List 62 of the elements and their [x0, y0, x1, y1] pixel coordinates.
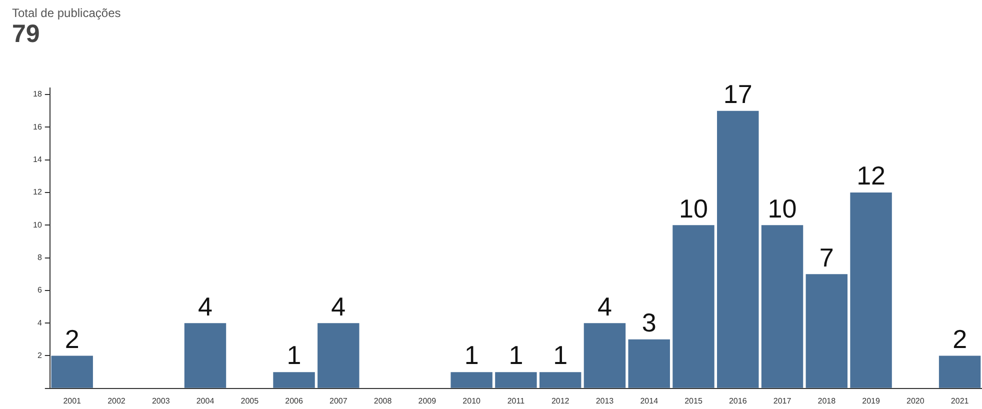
bar [273, 372, 315, 388]
x-tick-label: 2009 [418, 396, 437, 406]
x-tick-label: 2002 [108, 396, 126, 406]
x-tick-label: 2012 [551, 396, 570, 406]
x-tick-label: 2005 [240, 396, 260, 406]
data-label: 4 [198, 291, 212, 322]
x-tick-label: 2018 [818, 396, 836, 406]
y-tick-label: 8 [37, 252, 42, 262]
y-tick-label: 4 [37, 318, 42, 328]
data-label: 17 [723, 79, 752, 110]
y-tick-label: 6 [37, 286, 42, 295]
y-tick-label: 16 [32, 122, 42, 132]
y-tick-label: 10 [32, 220, 42, 230]
data-label: 1 [286, 340, 302, 370]
x-tick-label: 2021 [950, 396, 970, 406]
bar [184, 323, 226, 388]
x-tick-label: 2017 [773, 396, 792, 406]
data-label: 1 [553, 340, 568, 370]
y-tick-label: 12 [32, 188, 42, 197]
data-label: 1 [508, 340, 524, 370]
bar [539, 372, 582, 388]
bar [761, 225, 804, 388]
bar [495, 372, 537, 388]
y-tick-label: 14 [32, 155, 42, 164]
x-tick-label: 2001 [63, 396, 82, 406]
y-tick-label: 2 [37, 350, 42, 360]
x-tick-label: 2003 [152, 396, 170, 406]
chart-subtitle: 79 [12, 20, 40, 49]
data-label: 7 [819, 242, 834, 272]
bar [672, 225, 714, 388]
data-label: 4 [331, 291, 346, 322]
x-tick-label: 2019 [862, 396, 880, 406]
bar [584, 323, 626, 388]
bar [717, 110, 759, 388]
bar [450, 372, 492, 388]
bar [318, 323, 360, 388]
bar [938, 356, 981, 388]
x-tick-label: 2010 [462, 396, 482, 406]
data-label: 10 [768, 193, 797, 224]
x-tick-label: 2013 [596, 396, 614, 406]
data-label: 12 [856, 160, 886, 191]
x-tick-label: 2014 [640, 396, 659, 406]
y-tick-label: 18 [32, 90, 42, 99]
x-tick-label: 2006 [285, 396, 304, 406]
x-tick-label: 2011 [507, 396, 526, 406]
data-label: 10 [679, 193, 708, 224]
x-tick-label: 2004 [196, 396, 215, 406]
x-tick-label: 2007 [330, 396, 348, 406]
bar [628, 339, 670, 388]
data-label: 2 [952, 324, 968, 354]
data-label: 3 [642, 308, 656, 338]
data-label: 2 [64, 324, 80, 354]
bar [850, 192, 892, 388]
x-tick-label: 2016 [728, 396, 748, 406]
bar [51, 356, 93, 388]
bar [806, 274, 848, 388]
x-tick-label: 2015 [684, 396, 703, 406]
x-tick-label: 2020 [906, 396, 925, 406]
x-tick-label: 2008 [374, 396, 392, 406]
data-label: 4 [597, 291, 612, 322]
data-label: 1 [464, 340, 479, 370]
chart-title: Total de publicações [12, 6, 121, 20]
